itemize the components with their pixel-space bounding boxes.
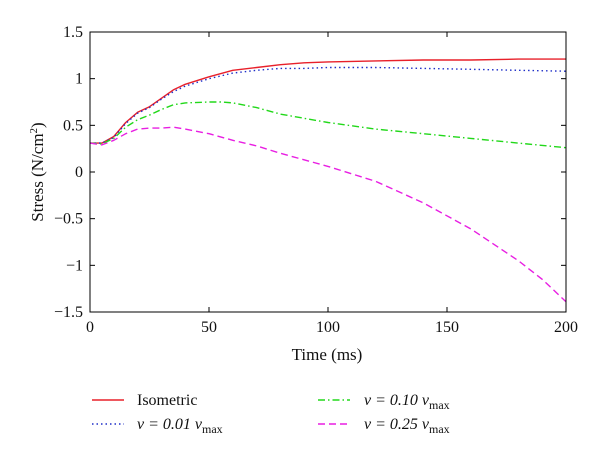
legend-label-v001: ν = 0.01 νmax (137, 416, 223, 436)
legend: Isometric ν = 0.01 νmax ν = 0.10 νmax ν … (92, 392, 450, 436)
y-tick-label: −1 (66, 257, 83, 274)
y-tick-label: −1.5 (54, 304, 83, 321)
tick-labels: 0 50 100 150 200 1.5 1 0.5 0 −0.5 −1 −1.5 (54, 24, 578, 336)
y-tick-label: 1.5 (63, 24, 83, 41)
x-tick-label: 50 (201, 319, 217, 336)
y-axis-title-main: Stress (N/cm (28, 133, 47, 221)
y-tick-label: 1 (75, 71, 83, 88)
axes (89, 31, 567, 313)
series-line-1 (90, 58, 566, 144)
legend-label-v010: ν = 0.10 νmax (364, 392, 450, 412)
y-axis-title: Stress (N/cm2) (28, 122, 47, 221)
series-line-3 (89, 101, 567, 149)
y-tick-label: 0.5 (63, 117, 83, 134)
x-tick-label: 150 (435, 319, 459, 336)
series-line-4 (89, 126, 567, 303)
y-axis-title-end: ) (28, 122, 47, 128)
legend-label-v025: ν = 0.25 νmax (364, 416, 450, 436)
legend-label-isometric: Isometric (137, 392, 197, 409)
plot-area (89, 58, 567, 303)
x-tick-label: 200 (554, 319, 578, 336)
x-tick-label: 0 (86, 319, 94, 336)
x-tick-label: 100 (316, 319, 340, 336)
y-axis-title-superscript: 2 (28, 128, 40, 134)
series-line-2 (90, 66, 567, 144)
y-tick-label: −0.5 (54, 211, 83, 228)
y-tick-label: 0 (75, 164, 83, 181)
x-axis-title: Time (ms) (292, 345, 363, 364)
